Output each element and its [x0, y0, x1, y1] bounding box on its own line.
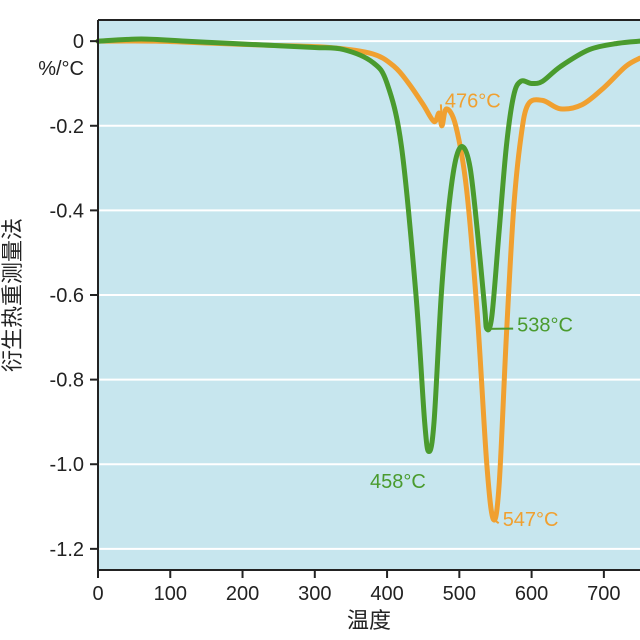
x-tick-label: 400	[370, 583, 403, 605]
peak-label: 538°C	[517, 315, 573, 337]
y-unit-label: %/°C	[38, 58, 84, 80]
y-axis-label: 衍生热重测量法	[0, 218, 25, 372]
y-tick-label: -1.2	[50, 539, 84, 561]
peak-label: 476°C	[445, 90, 501, 112]
y-tick-label: -0.8	[50, 370, 84, 392]
x-tick-label: 0	[92, 583, 103, 605]
y-tick-label: -0.6	[50, 285, 84, 307]
chart-svg: 476°C 458°C 547°C 538°C 0 100 200 300 400 500 600 7…	[0, 0, 640, 640]
x-tick-label: 600	[515, 583, 548, 605]
y-tick-label: -0.2	[50, 116, 84, 138]
dtg-chart: 476°C 458°C 547°C 538°C 0 100 200 300 400 500 600 7…	[0, 0, 640, 640]
peak-label: 547°C	[503, 509, 559, 531]
x-axis-label: 温度	[347, 608, 391, 633]
y-tick-label: -1.0	[50, 454, 84, 476]
x-tick-label: 500	[443, 583, 476, 605]
y-tick-label: 0	[73, 31, 84, 53]
y-tick-label: -0.4	[50, 200, 84, 222]
peak-label: 458°C	[370, 471, 426, 493]
x-tick-label: 700	[587, 583, 620, 605]
x-tick-label: 300	[298, 583, 331, 605]
x-tick-label: 200	[226, 583, 259, 605]
x-tick-label: 100	[154, 583, 187, 605]
